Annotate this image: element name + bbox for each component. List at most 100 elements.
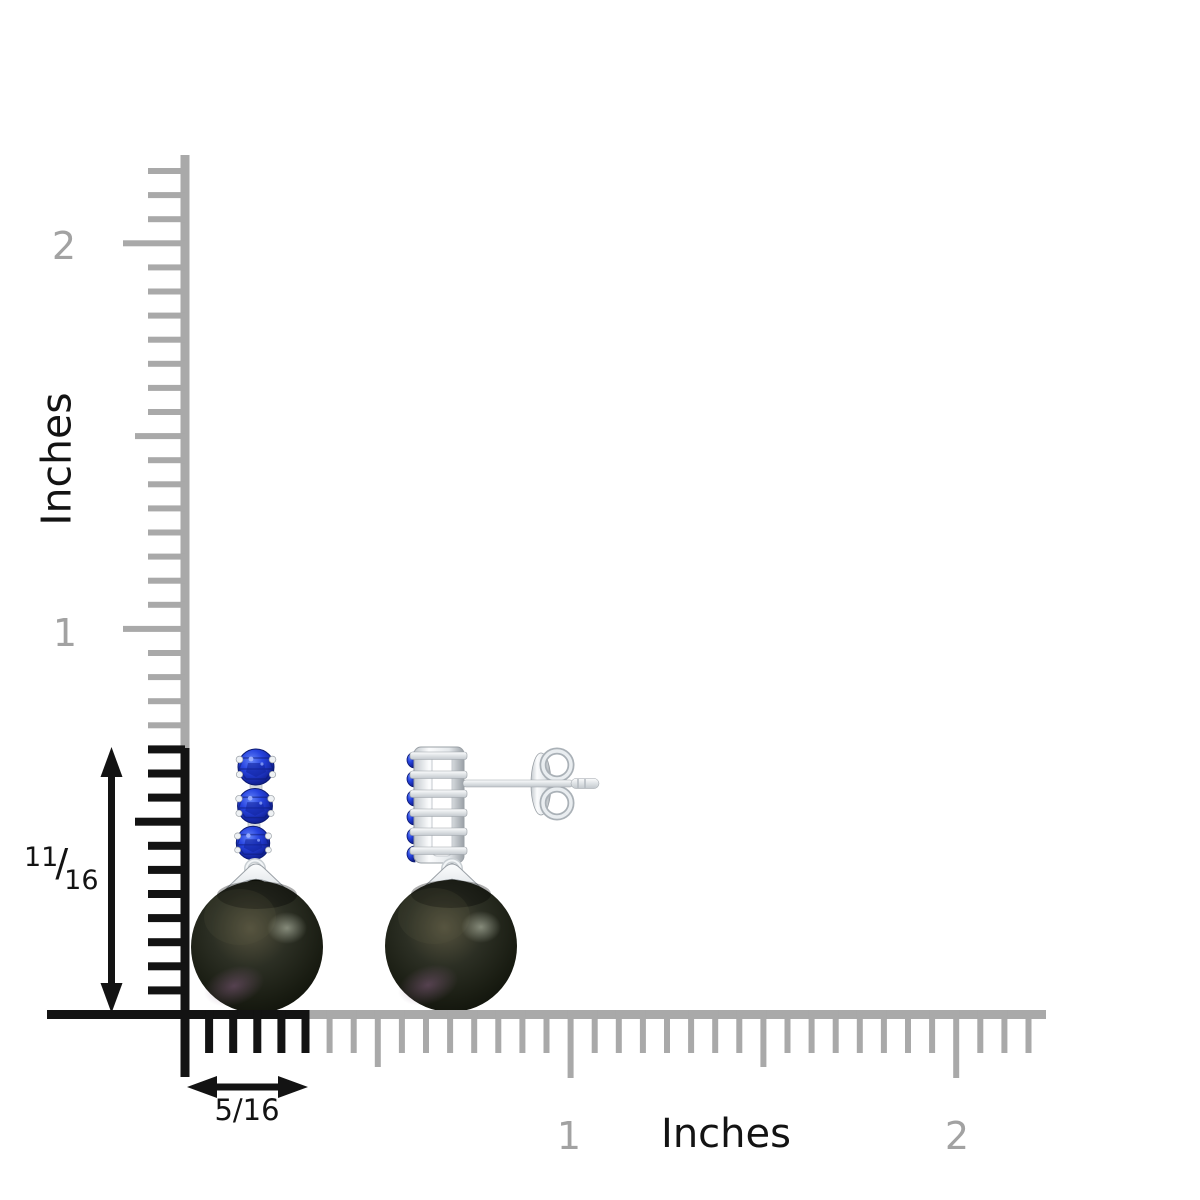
vertical-ruler-tick <box>148 288 185 295</box>
vertical-ruler-half-tick <box>135 433 185 440</box>
horizontal-ruler-tick <box>519 1010 526 1053</box>
vertical-ruler-half-tick <box>135 817 185 826</box>
horizontal-ruler-tick <box>977 1010 984 1053</box>
height-fraction-denominator: 16 <box>64 865 99 896</box>
vertical-ruler-tick <box>148 192 185 199</box>
horizontal-ruler-tick <box>495 1010 502 1053</box>
tahitian-pearl <box>191 881 323 1013</box>
vertical-ruler-label-2: 2 <box>51 224 77 268</box>
gem-bar-rung <box>409 770 468 779</box>
horizontal-ruler-tick <box>350 1010 357 1053</box>
horizontal-ruler-tick <box>784 1010 791 1053</box>
vertical-ruler-tick <box>148 384 185 391</box>
vertical-ruler-tick <box>148 986 185 995</box>
vertical-ruler-tick <box>148 650 185 656</box>
horizontal-ruler-label-1: 1 <box>556 1114 582 1158</box>
vertical-ruler-label-1: 1 <box>52 611 78 655</box>
horizontal-ruler-tick <box>447 1010 454 1053</box>
vertical-ruler-tick <box>148 962 185 971</box>
vertical-ruler-tick <box>148 553 185 560</box>
vertical-ruler-tick <box>148 722 185 729</box>
vertical-ruler-tick <box>148 698 185 705</box>
horizontal-ruler-label-2: 2 <box>944 1114 970 1158</box>
vertical-ruler-tick <box>148 336 185 343</box>
ear-post <box>462 778 600 789</box>
horizontal-ruler-tick <box>398 1010 405 1053</box>
vertical-ruler-tick <box>148 674 185 681</box>
horizontal-ruler-tick <box>664 1010 670 1053</box>
vertical-ruler-tick <box>148 409 185 415</box>
horizontal-ruler-tick <box>543 1010 550 1053</box>
height-dimension-arrow <box>100 747 123 1013</box>
horizontal-ruler-tick <box>832 1010 839 1053</box>
arrowhead-up <box>100 747 123 777</box>
width-dimension-arrow <box>187 1076 308 1098</box>
sapphire-middle <box>234 787 276 825</box>
horizontal-ruler-inch-tick <box>953 1010 960 1078</box>
horizontal-ruler-tick <box>229 1010 238 1053</box>
width-measurement-label: 5/16 <box>214 1093 280 1127</box>
gem-bar-rung <box>409 846 468 855</box>
vertical-ruler-tick <box>148 481 185 488</box>
gem-bar-rung <box>409 827 468 836</box>
horizontal-ruler-tick <box>880 1010 887 1053</box>
horizontal-ruler-tick <box>905 1010 911 1053</box>
horizontal-ruler-tick <box>1025 1010 1032 1053</box>
vertical-ruler-tick <box>148 793 185 802</box>
tahitian-pearl <box>385 880 517 1013</box>
vertical-ruler-tick <box>148 938 185 947</box>
horizontal-ruler-tick <box>1001 1010 1008 1053</box>
vertical-ruler-tick <box>148 360 185 367</box>
vertical-ruler-unit-label: Inches <box>32 392 81 526</box>
horizontal-ruler-tick <box>591 1010 598 1053</box>
vertical-ruler-tick <box>148 914 185 923</box>
vertical-ruler-tick <box>148 601 185 608</box>
vertical-ruler-tick <box>148 577 185 584</box>
sapphire-top <box>235 748 277 786</box>
horizontal-ruler-tick <box>205 1010 214 1053</box>
vertical-ruler-tick <box>148 505 185 512</box>
vertical-ruler-tick <box>148 216 185 223</box>
vertical-ruler-line-highlight <box>180 748 190 1077</box>
arrowhead-right <box>278 1076 308 1098</box>
horizontal-ruler-inch-tick <box>567 1010 574 1078</box>
horizontal-ruler-tick <box>688 1010 695 1053</box>
vertical-ruler <box>123 155 190 1077</box>
arrowhead-down <box>100 983 123 1013</box>
vertical-ruler-inch-tick <box>123 625 185 632</box>
horizontal-ruler-tick <box>471 1010 478 1053</box>
vertical-ruler-tick <box>148 529 185 536</box>
horizontal-ruler-line <box>307 1010 1046 1019</box>
arrowhead-left <box>187 1076 217 1098</box>
horizontal-ruler-tick <box>808 1010 815 1053</box>
horizontal-ruler-unit-label: Inches <box>661 1111 791 1157</box>
horizontal-ruler-tick <box>929 1010 936 1053</box>
gem-bar-rung <box>409 789 468 798</box>
vertical-ruler-tick <box>148 865 185 874</box>
height-fraction-slash: / <box>55 841 69 885</box>
gem-bar-slot <box>431 753 453 857</box>
horizontal-ruler-half-tick <box>374 1010 381 1067</box>
horizontal-ruler-line-highlight <box>47 1010 307 1019</box>
gem-bar-rungs <box>409 751 468 855</box>
horizontal-ruler-tick <box>326 1010 333 1053</box>
horizontal-ruler-tick <box>615 1010 622 1053</box>
butterfly-back <box>530 747 575 821</box>
horizontal-ruler-tick <box>736 1010 743 1053</box>
height-fraction-numerator: 11 <box>24 842 59 873</box>
horizontal-ruler-tick <box>301 1010 310 1053</box>
horizontal-ruler <box>47 1010 1046 1078</box>
horizontal-ruler-tick <box>253 1010 262 1053</box>
gem-bar-rung <box>409 751 468 760</box>
horizontal-ruler-tick <box>712 1010 719 1053</box>
earring-side-view <box>385 746 600 1013</box>
vertical-ruler-tick <box>148 769 185 778</box>
vertical-ruler-tick <box>148 890 185 898</box>
earring-front-view <box>191 748 323 1013</box>
vertical-ruler-tick <box>148 264 185 271</box>
vertical-ruler-tick <box>148 841 185 850</box>
gem-bar-rung <box>409 808 468 817</box>
height-measurement-label: 11/16 <box>24 834 99 894</box>
